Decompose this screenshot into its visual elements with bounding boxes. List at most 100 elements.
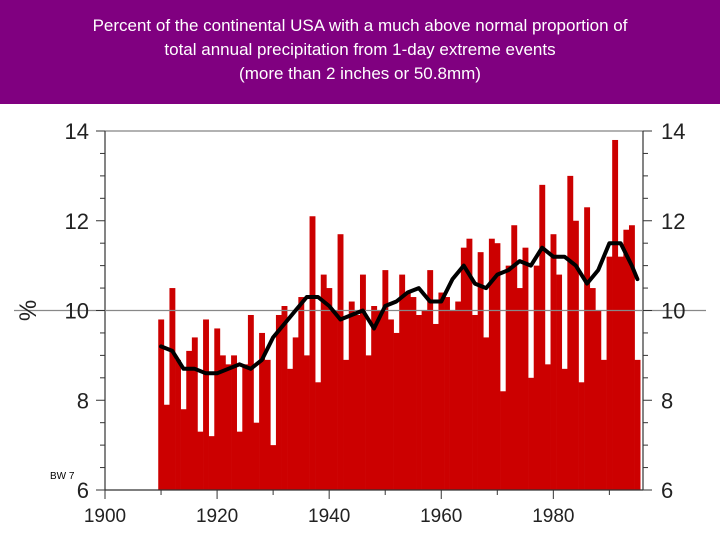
bar: [247, 314, 254, 490]
smoothed-line-layer: [159, 241, 640, 376]
bar: [371, 306, 378, 490]
bar: [331, 310, 338, 490]
bar: [432, 323, 439, 490]
bar: [186, 350, 193, 490]
bar: [444, 297, 450, 490]
x-tick-label: 1900: [84, 506, 126, 527]
bar: [175, 359, 181, 490]
bar: [511, 225, 518, 490]
bar: [236, 431, 243, 490]
y-axis-label: %: [15, 300, 42, 321]
axis-labels: 6 8 10 12 14 6 8 10 12 14 1900 1920 1940 1960 1980% BW …: [15, 119, 685, 527]
bar: [427, 270, 434, 490]
bar: [477, 252, 484, 490]
bar: [561, 368, 568, 490]
bar: [208, 436, 215, 490]
chart: 6 8 10 12 14 6 8 10 12 14 1900 1920 1940 1960 1980% BW …: [14, 119, 706, 527]
y-tick-label-left: 12: [65, 209, 89, 234]
bar: [231, 355, 237, 491]
bar: [556, 274, 563, 490]
bar: [365, 355, 372, 491]
bar: [516, 288, 523, 490]
bar: [623, 229, 630, 490]
bar: [376, 310, 383, 490]
bar: [600, 359, 607, 490]
bar: [253, 422, 260, 490]
bar: [287, 368, 294, 490]
bar: [337, 234, 344, 490]
bar: [539, 184, 546, 490]
x-tick-label: 1960: [420, 506, 462, 527]
bar: [348, 301, 355, 490]
bar: [578, 382, 585, 490]
bars-layer: [158, 139, 641, 491]
y-tick-label-left: 10: [65, 299, 89, 324]
chart-title-line-2: total annual precipitation from 1-day ex…: [164, 40, 556, 59]
bar: [320, 274, 327, 490]
bar: [612, 139, 619, 490]
y-tick-label-right: 12: [661, 209, 685, 234]
y-tick-label-right: 14: [661, 119, 685, 144]
bar: [460, 247, 467, 490]
bar: [595, 310, 602, 490]
bar: [242, 364, 249, 490]
bar: [522, 247, 529, 490]
bar: [505, 265, 512, 491]
bar: [533, 265, 540, 491]
bar: [528, 377, 535, 490]
bar: [382, 270, 389, 490]
bar: [634, 359, 641, 490]
bar: [455, 301, 462, 490]
bar: [404, 292, 411, 490]
y-tick-label-right: 6: [661, 478, 673, 503]
bar: [567, 175, 574, 491]
bar: [264, 359, 271, 490]
y-tick-label-left: 8: [77, 388, 89, 413]
bar: [292, 337, 299, 490]
bar: [393, 332, 400, 490]
bar: [203, 319, 209, 490]
bar: [197, 431, 204, 490]
bar: [399, 274, 406, 490]
bar: [298, 297, 305, 490]
axis-ticks: [96, 130, 652, 499]
y-tick-label-right: 8: [661, 388, 673, 413]
smoothed-series-line: [159, 241, 640, 376]
bar: [326, 288, 333, 490]
bar: [449, 310, 456, 490]
bar: [315, 382, 322, 490]
bar: [163, 404, 170, 490]
bar: [617, 256, 624, 490]
bar: [606, 256, 613, 490]
bar: [488, 238, 495, 490]
bar: [359, 274, 366, 490]
y-tick-label-left: 14: [65, 119, 89, 144]
bar: [225, 364, 232, 490]
bar: [354, 314, 361, 490]
y-tick-label-right: 10: [661, 299, 685, 324]
bar: [270, 445, 277, 491]
bar: [466, 238, 473, 490]
bar: [281, 306, 288, 490]
bar: [589, 288, 596, 490]
bar: [421, 310, 428, 490]
bar: [494, 243, 501, 490]
bar: [309, 216, 316, 490]
bar: [584, 207, 591, 490]
bar: [472, 314, 478, 490]
bar: [180, 409, 187, 490]
bar: [628, 225, 635, 490]
bar: [191, 337, 198, 490]
bar: [219, 355, 226, 491]
bar: [438, 292, 445, 490]
bar: [483, 337, 490, 490]
bar: [303, 355, 310, 491]
bar: [500, 391, 506, 490]
bar: [169, 288, 176, 490]
bar: [410, 297, 417, 490]
bar: [275, 314, 282, 490]
bar: [572, 220, 579, 490]
bar: [343, 359, 350, 490]
bar: [388, 319, 394, 490]
x-tick-label: 1940: [308, 506, 350, 527]
